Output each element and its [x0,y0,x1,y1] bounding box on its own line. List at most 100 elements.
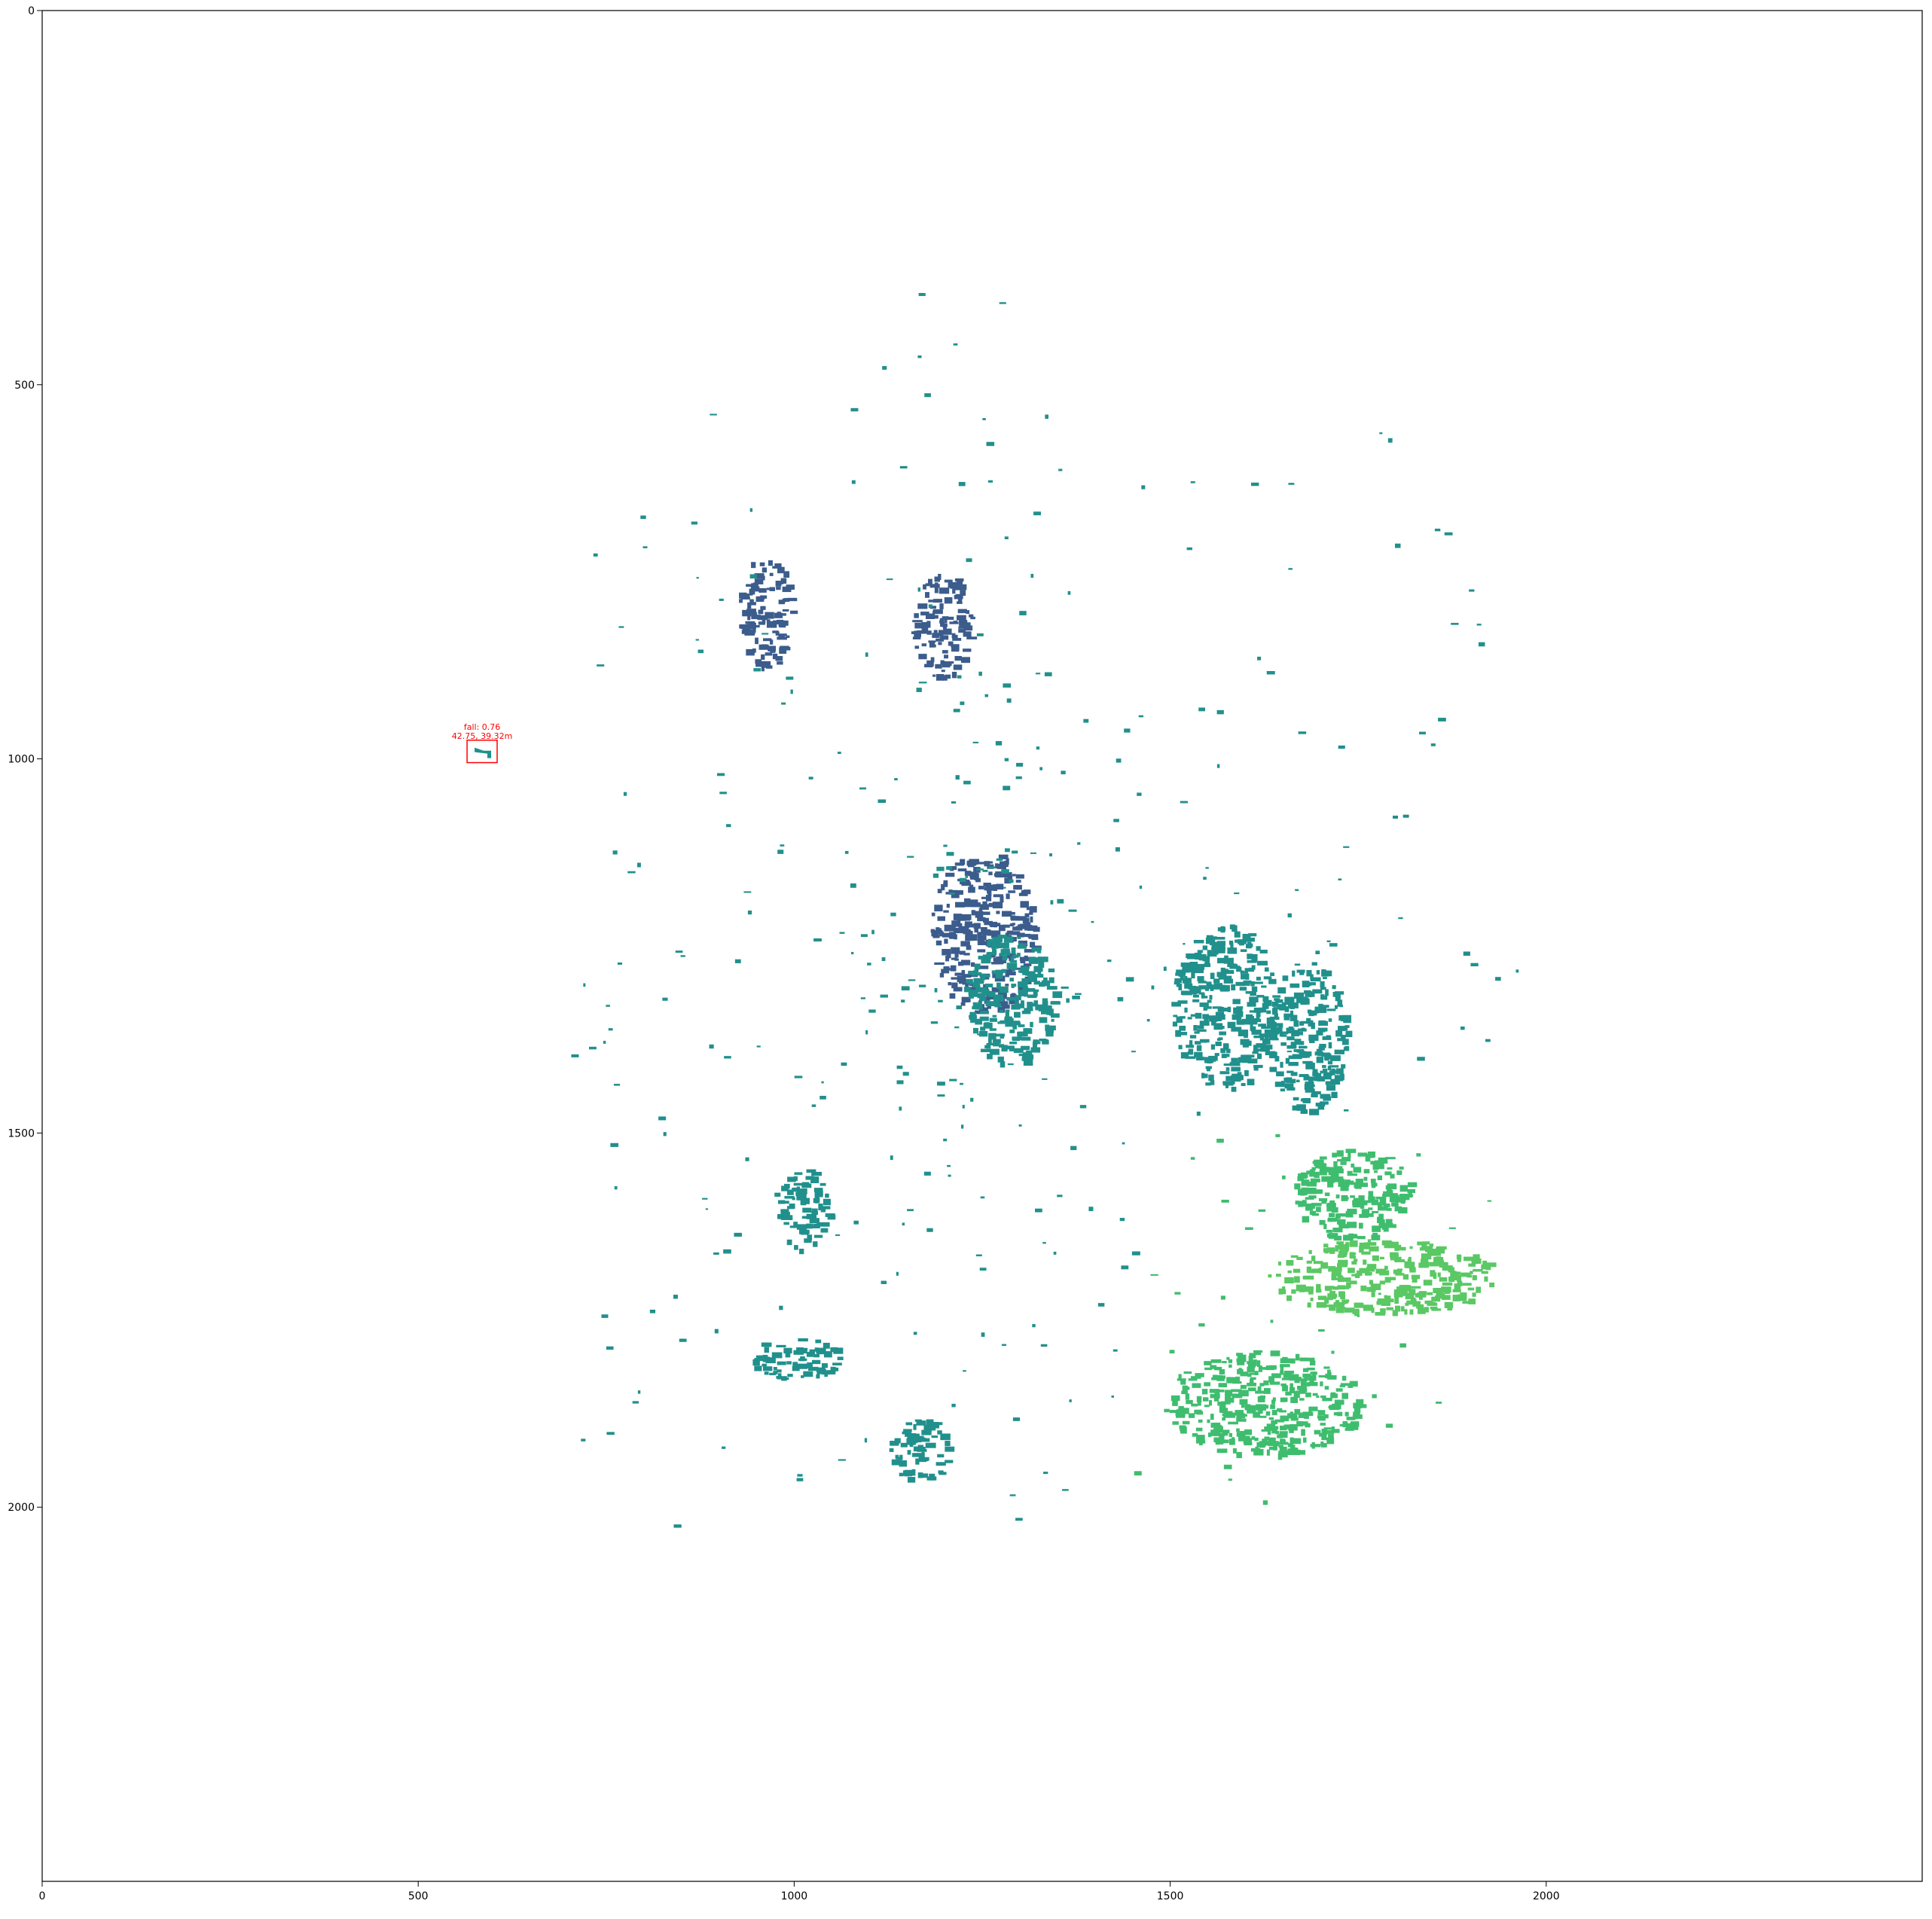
echo-cell [982,954,992,960]
echo-cell [1259,1036,1265,1041]
x-tick-label: 1500 [1157,1890,1184,1902]
echo-cell [1278,1445,1283,1448]
echo-cell [1241,973,1250,980]
echo-cell [1285,1057,1290,1064]
echo-cell [1330,1171,1339,1179]
echo-cell [930,657,935,663]
echo-cell [1203,877,1207,880]
echo-cell [926,621,931,627]
detection-label-position: 42.75, 39.32m [452,731,513,741]
echo-cell [1299,1387,1308,1393]
echo-cell [987,1003,991,1009]
detection-box[interactable] [466,740,498,764]
echo-cell [1448,1227,1456,1229]
echo-cell [951,947,960,954]
echo-cell [989,1017,997,1022]
echo-cell [809,1349,816,1355]
echo-cell [1321,1428,1328,1435]
echo-cell [868,1009,876,1013]
echo-cell [739,599,743,603]
echo-cell [975,1254,982,1257]
echo-cell [1027,975,1037,978]
echo-cell [1394,543,1401,548]
echo-cell [1170,1395,1180,1402]
echo-cell [1177,1032,1188,1036]
echo-cell [773,620,777,624]
echo-cell [819,1222,830,1227]
echo-cell [1234,892,1240,895]
echo-cell [1195,1427,1203,1432]
echo-cell [762,1366,773,1371]
echo-cell [931,912,935,917]
echo-cell [1515,969,1519,973]
echo-cell [1218,977,1229,980]
echo-cell [1305,1392,1311,1398]
echo-cell [1298,1412,1307,1418]
echo-cell [975,878,981,883]
echo-cell [1311,1091,1321,1095]
echo-cell [926,1228,933,1232]
echo-cell [1030,573,1034,578]
echo-cell [1452,1295,1460,1301]
echo-cell [1338,1014,1343,1021]
echo-cell [1320,1262,1329,1269]
echo-cell [1328,1042,1332,1049]
echo-cell [830,1366,836,1372]
echo-cell [1353,1167,1362,1173]
echo-cell [1207,1432,1212,1438]
echo-cell [1368,1196,1375,1201]
echo-cell [1209,1389,1219,1393]
echo-cell [963,974,972,978]
echo-cell [1406,1262,1415,1268]
echo-cell [762,1359,768,1362]
echo-cell [1189,961,1198,966]
echo-cell [1311,1203,1322,1207]
echo-cell [850,883,856,888]
echo-cell [1259,1415,1267,1418]
echo-cell [944,938,948,944]
echo-cell [1271,1420,1277,1425]
echo-cell [1279,1446,1287,1451]
echo-cell [811,1171,823,1176]
echo-cell [1187,1017,1192,1020]
echo-cell [1393,1253,1399,1257]
echo-cell [1204,1057,1213,1063]
echo-cell [1186,1045,1195,1048]
echo-cell [1009,1042,1018,1045]
echo-cell [1202,1397,1209,1402]
echo-cell [1236,1358,1247,1362]
echo-cell [1219,1368,1225,1374]
echo-cell [984,1045,988,1049]
echo-cell [1308,992,1312,998]
echo-cell [1366,1154,1371,1161]
echo-cell [1370,1179,1376,1183]
echo-cell [1288,1055,1293,1060]
echo-cell [886,578,893,581]
echo-cell [783,1222,789,1225]
echo-cell [1329,1304,1336,1311]
echo-cell [1179,1025,1186,1031]
echo-cell [1280,1397,1286,1402]
echo-cell [1412,1301,1421,1307]
echo-cell [1296,1390,1303,1393]
scattered-echoes [571,293,1519,1528]
echo-cell [995,871,1005,878]
echo-cell [1330,1393,1338,1399]
echo-cell [1366,1286,1372,1291]
echo-cell [1283,1370,1295,1374]
echo-cell [1215,936,1225,940]
echo-cell [945,616,954,621]
echo-cell [1029,978,1037,982]
echo-cell [1190,1014,1200,1017]
echo-cell [770,650,776,653]
echo-cell [1366,1289,1376,1292]
echo-cell [780,578,787,584]
echo-cell [963,880,971,885]
echo-cell [1009,956,1013,962]
echo-cell [1368,1191,1374,1197]
echo-cell [746,624,749,631]
echo-cell [1213,1426,1222,1431]
echo-cell [1006,698,1012,703]
echo-cell [1287,1448,1296,1455]
echo-cell [1182,1420,1190,1425]
